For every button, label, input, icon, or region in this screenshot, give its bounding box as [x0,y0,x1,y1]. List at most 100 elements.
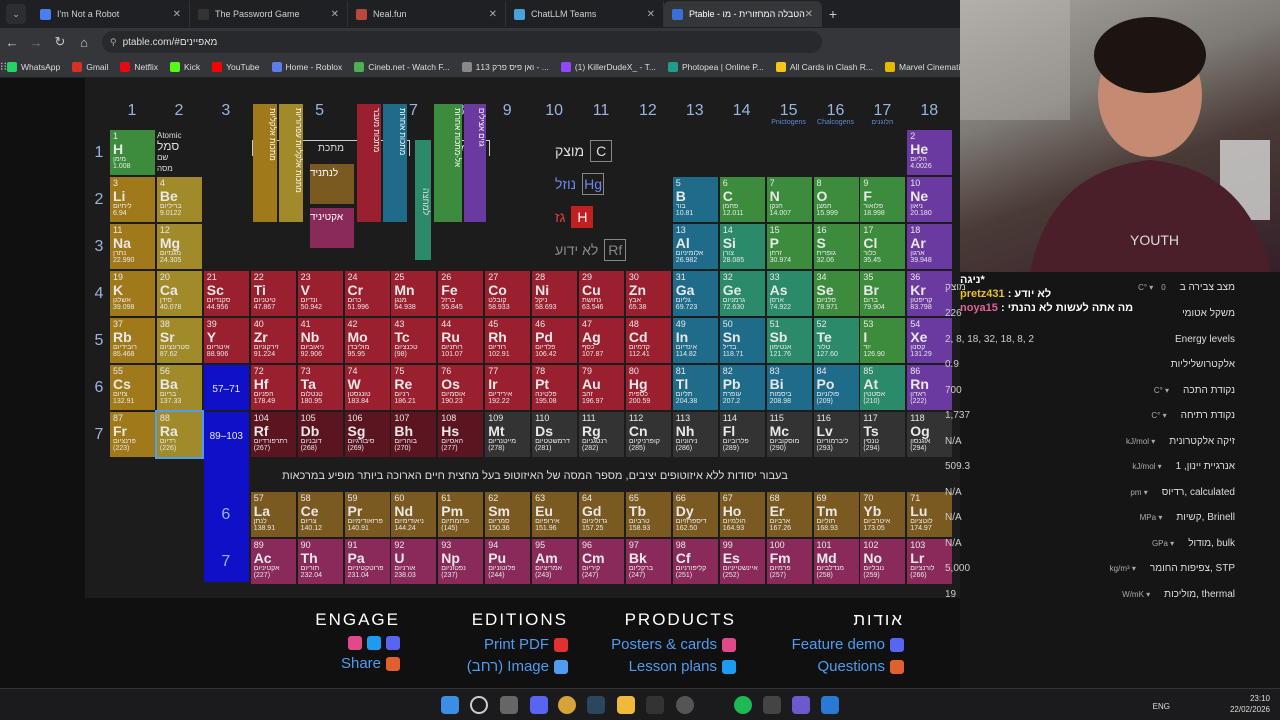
element-cell[interactable]: 80 Hg כספית 200.59 [625,365,671,410]
element-cell[interactable]: 114 Fl פלרוביום (289) [719,412,765,457]
property-row[interactable]: N/A pm ▾ רדיוס, calculated [945,481,1235,503]
element-cell[interactable]: 4 Be בריליום 9.0122 [156,177,202,222]
start-icon[interactable] [441,696,459,714]
bookmark-item[interactable]: Kick [170,61,200,72]
element-cell[interactable]: 111 Rg רנטגניום (282) [579,412,624,457]
search-icon[interactable] [470,696,488,714]
element-cell[interactable]: 20 Ca סידן 40.078 [156,271,202,316]
explorer-icon[interactable] [617,696,635,714]
element-cell[interactable]: 5 B בור 10.81 [672,177,718,222]
element-cell[interactable]: 56 Ba בריום 137.33 [156,365,202,410]
state-of-matter-item[interactable]: נוזל Hg [555,173,605,195]
element-cell[interactable]: 6 C פחמן 12.011 [719,177,765,222]
bookmark-item[interactable]: Cineb.net - Watch F... [354,61,450,72]
footer-link[interactable]: Feature demo [744,636,904,653]
element-cell[interactable]: 41 Nb ניאוביום 92.906 [297,318,343,363]
element-cell[interactable]: 78 Pt פלטינה 195.08 [532,365,578,410]
system-tray[interactable]: ENG 23:10 22/02/2026 [1153,693,1270,715]
element-cell[interactable]: 103 Lr לורנציום (266) [907,539,953,584]
forward-button[interactable]: → [29,34,43,50]
element-cell[interactable]: 96 Cm קיריום (247) [579,539,624,584]
element-cell[interactable]: 59 Pr פרזאודימיום 140.91 [344,492,390,537]
element-cell[interactable]: 52 Te טלור 127.60 [813,318,859,363]
element-cell[interactable]: 89 Ac אקטיניום (227) [250,539,296,584]
element-cell[interactable]: 62 Sm סמריום 150.36 [485,492,531,537]
element-cell[interactable]: 17 Cl כלור 35.45 [860,224,906,269]
discord-icon[interactable] [386,636,400,650]
site-info-icon[interactable]: ⚲ [110,36,117,47]
element-cell[interactable]: 22 Ti טיטניום 47.867 [250,271,296,316]
element-cell[interactable]: 1 H מימן 1.008 [110,130,155,175]
element-cell[interactable]: 109 Mt מייטנריום (278) [485,412,531,457]
element-cell[interactable]: 35 Br ברום 79.904 [860,271,906,316]
element-cell[interactable]: 13 Al אלומיניום 26.982 [672,224,718,269]
bookmark-item[interactable]: YouTube [212,61,260,72]
element-cell[interactable]: 97 Bk ברקליום (247) [625,539,671,584]
footer-link[interactable]: (רחב) Image [408,658,568,675]
element-cell[interactable]: 108 Hs האסיום (277) [438,412,484,457]
property-row[interactable]: 1,737 C° ▾ נקודת רתיחה [945,405,1235,427]
element-cell[interactable]: 99 Es איינשטייניום (252) [719,539,765,584]
property-unit[interactable]: C° ▾ [1153,385,1170,395]
element-cell[interactable]: 31 Ga גליום 69.723 [672,271,718,316]
legend-strip[interactable]: אקטיניד [310,208,354,248]
apps-grid-icon[interactable]: ⁝⁝ [0,61,7,73]
lanthanide-placeholder[interactable]: 57–71 [203,365,249,410]
settings-icon[interactable] [676,696,694,714]
tab-search-button[interactable]: ⌄ [6,4,26,24]
tab-close-icon[interactable]: ✕ [488,8,497,20]
legend-strip[interactable]: מתכות אחרות [383,104,407,222]
property-row[interactable]: 226 משקל אטומי [945,302,1235,324]
element-cell[interactable]: 107 Bh בוהריום (270) [391,412,437,457]
element-cell[interactable]: 11 Na נתרן 22.990 [110,224,155,269]
element-cell[interactable]: 46 Pd פלדיום 106.42 [532,318,578,363]
element-cell[interactable]: 57 La לנתן 138.91 [250,492,296,537]
element-cell[interactable]: 65 Tb טרביום 158.93 [625,492,671,537]
bookmark-item[interactable]: ואן פיס פרק 113 - ... [461,61,549,72]
element-cell[interactable]: 45 Rh רודיום 102.91 [485,318,531,363]
element-cell[interactable]: 21 Sc סקנדיום 44.956 [203,271,249,316]
element-cell[interactable]: 32 Ge גרמניום 72.630 [719,271,765,316]
property-unit[interactable]: pm ▾ [1130,487,1148,497]
element-cell[interactable]: 94 Pu פלוטוניום (244) [485,539,531,584]
element-cell[interactable]: 30 Zn אבץ 65.38 [625,271,671,316]
element-cell[interactable]: 63 Eu אירופיום 151.96 [532,492,578,537]
element-cell[interactable]: 68 Er ארביום 167.26 [766,492,812,537]
element-cell[interactable]: 44 Ru רותניום 101.07 [438,318,484,363]
element-cell[interactable]: 49 In אינדיום 114.82 [672,318,718,363]
property-row[interactable]: N/A MPa ▾ קשיות, Brinell [945,507,1235,529]
property-unit[interactable]: kJ/mol ▾ [1132,462,1162,471]
element-cell[interactable]: 9 F פלואור 18.998 [860,177,906,222]
property-unit[interactable]: C° ▾ [1151,411,1167,420]
element-cell[interactable]: 25 Mn מנגן 54.938 [391,271,437,316]
element-cell[interactable]: 67 Ho הולמיום 164.93 [719,492,765,537]
element-cell[interactable]: 23 V ונדיום 50.942 [297,271,343,316]
element-cell[interactable]: 84 Po פולוניום (209) [813,365,859,410]
address-bar[interactable]: ⚲ ptable.com/#מאפיינים [102,31,822,53]
element-cell[interactable]: 38 Sr סטרונציום 87.62 [156,318,202,363]
state-of-matter-item[interactable]: מוצק C [555,140,613,162]
browser-tab[interactable]: ChatLLM Teams ✕ [506,1,664,27]
property-unit[interactable]: C° ▾ [1138,282,1154,292]
bookmark-item[interactable]: Photopea | Online P... [667,61,764,72]
element-cell[interactable]: 50 Sn בדיל 118.71 [719,318,765,363]
element-cell[interactable]: 81 Tl תליום 204.38 [672,365,718,410]
element-cell[interactable]: 74 W טונגסטן 183.84 [344,365,390,410]
property-unit[interactable]: GPa ▾ [1151,538,1175,548]
legend-strip[interactable]: גזים אצילים [464,104,486,222]
element-cell[interactable]: 95 Am אמריציום (243) [532,539,578,584]
element-cell[interactable]: 100 Fm פרמיום (257) [766,539,812,584]
element-cell[interactable]: 118 Og אוגנסון (294) [907,412,953,457]
paint-icon[interactable] [821,696,839,714]
element-cell[interactable]: 7 N חנקן 14.007 [766,177,812,222]
element-cell[interactable]: 60 Nd ניאודימיום 144.24 [391,492,437,537]
element-cell[interactable]: 75 Re רניום 186.21 [391,365,437,410]
element-cell[interactable]: 98 Cf קליפורניום (251) [672,539,718,584]
element-cell[interactable]: 12 Mg מגנזיום 24.305 [156,224,202,269]
browser-tab[interactable]: Ptable - הטבלה המחזורית - מו ✕ [664,1,822,27]
property-row[interactable]: 5,000 kg/m³ ▾ צפיפות החומר, STP [945,558,1235,580]
instagram-icon[interactable] [348,636,362,650]
property-row[interactable]: 2, 8, 18, 32, 18, 8, 2 Energy levels [945,328,1235,350]
property-row[interactable]: 509.3 kJ/mol ▾ אנרגיית יינון, 1 [945,456,1235,478]
actinide-placeholder[interactable]: 89–103 [203,412,249,457]
